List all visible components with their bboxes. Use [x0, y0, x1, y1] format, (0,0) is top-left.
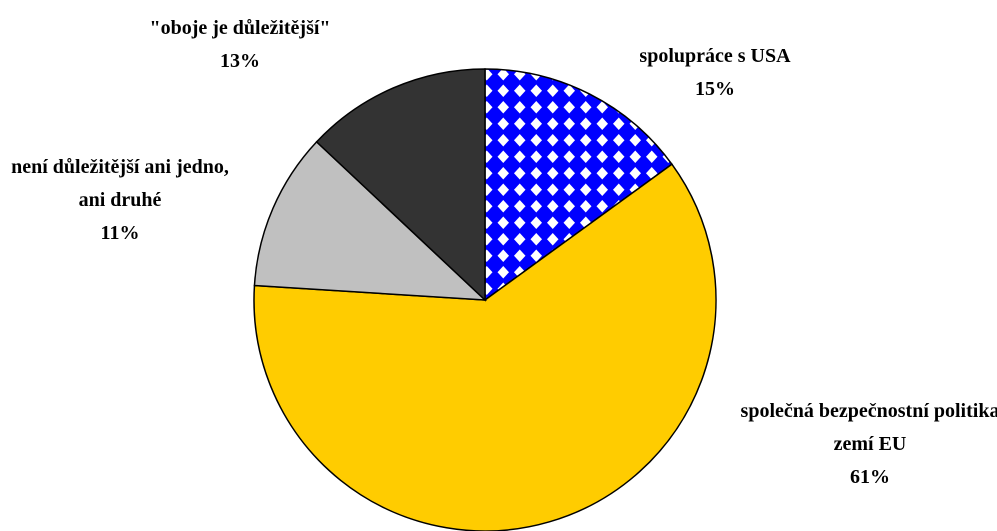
category-label: není důležitější ani jedno, ani druhé — [11, 156, 229, 211]
value-label: 11% — [100, 222, 140, 244]
slice-label: "oboje je důležitější" 13% — [90, 12, 390, 78]
value-label: 15% — [695, 78, 735, 100]
pie-slice — [315, 68, 486, 302]
category-label: "oboje je důležitější" — [149, 17, 331, 39]
slice-label: společná bezpečnostní politika zemí EU 61… — [740, 395, 997, 494]
value-label: 13% — [220, 50, 260, 72]
category-label: společná bezpečnostní politika zemí EU — [740, 400, 997, 455]
category-label: spolupráce s USA — [639, 45, 791, 67]
slice-label: není důležitější ani jedno, ani druhé 11% — [0, 151, 240, 250]
pie-slice — [484, 68, 673, 302]
slice-label: spolupráce s USA 15% — [605, 40, 825, 106]
pie-slice — [253, 140, 488, 301]
value-label: 61% — [850, 466, 890, 488]
pie-slice — [253, 163, 717, 531]
